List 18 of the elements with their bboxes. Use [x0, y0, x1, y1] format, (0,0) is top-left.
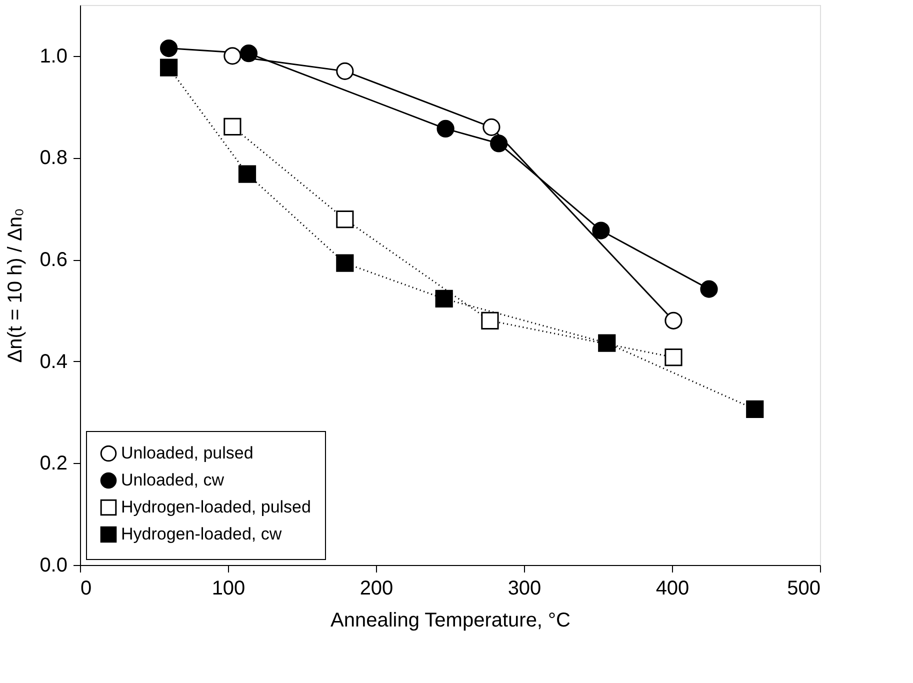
- x-tick-label: 500: [787, 578, 820, 600]
- y-tick-label: 0.8: [40, 147, 68, 170]
- legend-label: Hydrogen-loaded, cw: [121, 524, 282, 544]
- legend-label: Unloaded, cw: [121, 470, 225, 490]
- x-tick-label: 0: [80, 578, 92, 600]
- x-tick-label: 400: [656, 578, 690, 600]
- x-tick-label: 200: [360, 578, 394, 600]
- y-axis-title: Δn(t = 10 h) / Δn₀: [4, 208, 27, 363]
- y-tick-label: 0.0: [40, 554, 68, 576]
- y-tick-label: 0.4: [40, 350, 68, 373]
- y-tick-label: 0.6: [40, 249, 68, 272]
- x-tick-label: 300: [508, 578, 542, 600]
- legend-label: Unloaded, pulsed: [121, 444, 254, 462]
- y-tick-label: 1.0: [40, 45, 68, 68]
- legend-label: Hydrogen-loaded, pulsed: [121, 498, 311, 516]
- x-tick-label: 100: [212, 578, 246, 600]
- y-tick-label: 0.2: [40, 452, 68, 475]
- x-axis-title: Annealing Temperature, °C: [330, 610, 570, 632]
